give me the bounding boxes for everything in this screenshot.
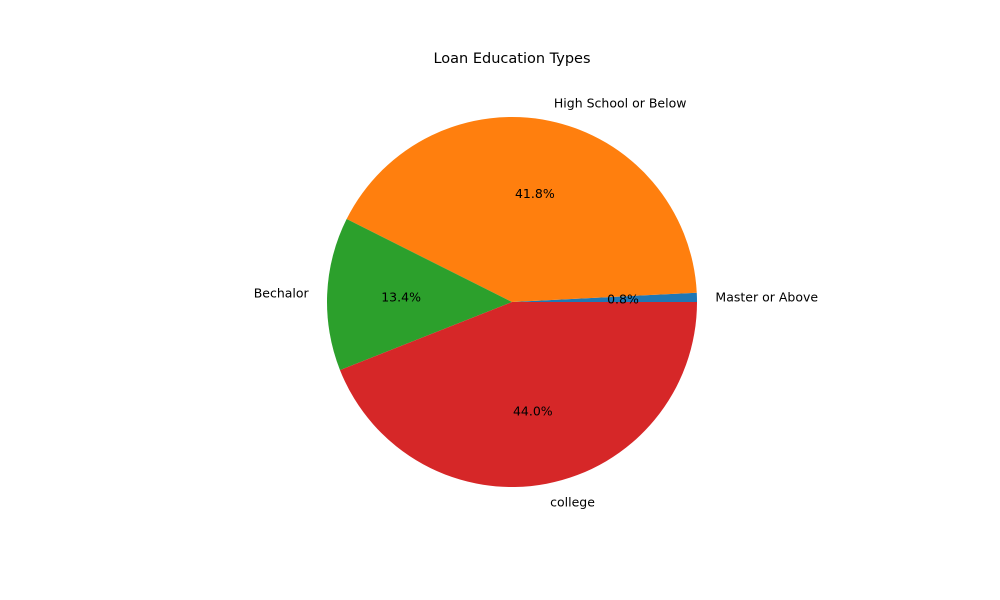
pie-slice-master-or-above <box>512 292 697 302</box>
pie-slice-high-school-or-below <box>346 116 697 302</box>
pie-labels: Master or Above 0.8% High School or Below 4… <box>254 95 819 509</box>
chart-title: Loan Education Types <box>433 51 590 67</box>
pie-slices <box>327 116 697 488</box>
slice-label-bechalor: Bechalor <box>254 286 310 301</box>
pie-slice-bechalor <box>327 219 512 371</box>
slice-percent-bechalor: 13.4% <box>381 290 421 305</box>
slice-label-high-school-or-below: High School or Below <box>554 95 687 110</box>
slice-percent-master-or-above: 0.8% <box>607 292 639 307</box>
pie-slice-college <box>339 302 697 488</box>
slice-label-master-or-above: Master or Above <box>715 289 818 304</box>
slice-percent-college: 44.0% <box>513 404 553 419</box>
slice-label-college: college <box>550 494 595 509</box>
slice-percent-high-school-or-below: 41.8% <box>515 186 555 201</box>
